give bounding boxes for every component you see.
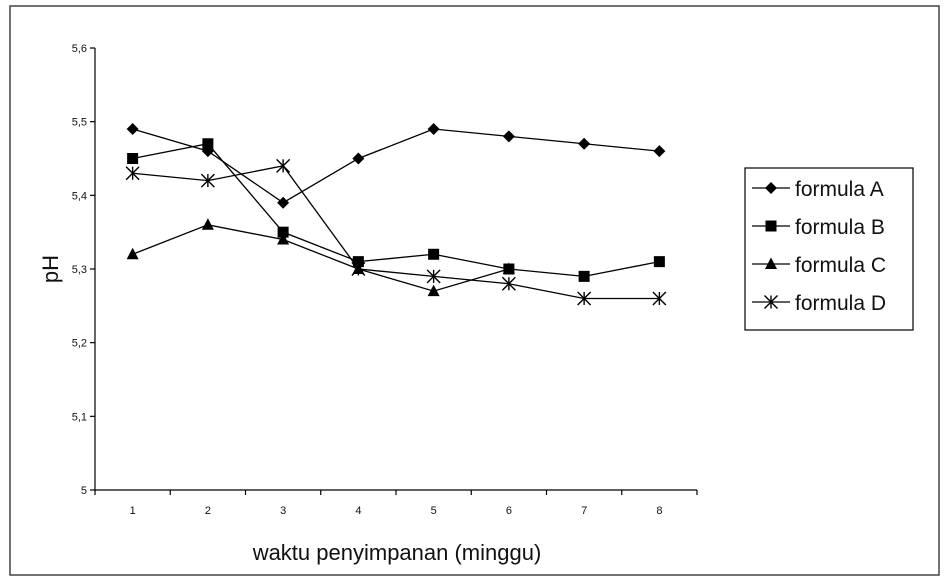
- series-line-formula-b: [132, 143, 660, 278]
- x-tick-label: 6: [506, 505, 512, 517]
- data-point-formula-d: [577, 291, 592, 306]
- data-point-formula-a: [427, 123, 440, 136]
- y-tick-label: 5,1: [72, 411, 87, 423]
- x-tick-label: 7: [581, 505, 587, 517]
- series-line-formula-a: [132, 128, 660, 204]
- data-point-formula-a: [126, 123, 139, 136]
- data-point-formula-a: [277, 196, 290, 209]
- y-ticks: 5 5,1 5,2 5,3 5,4 5,5 5,6: [72, 43, 95, 497]
- data-point-formula-c: [277, 233, 290, 245]
- data-point-formula-b: [127, 153, 139, 164]
- series-line-formula-d: [132, 165, 660, 300]
- legend-marker-formula-d: [764, 295, 778, 309]
- data-point-formula-d: [276, 158, 291, 173]
- data-point-formula-b: [277, 226, 289, 238]
- x-tick-label: 5: [431, 505, 437, 517]
- x-tick-label: 3: [280, 505, 286, 517]
- data-point-formula-b: [202, 138, 214, 150]
- x-tick-label: 2: [205, 505, 211, 517]
- data-point-formula-c: [126, 247, 139, 260]
- data-point-formula-c: [502, 262, 515, 274]
- x-tick-label: 8: [656, 505, 662, 517]
- y-tick-label: 5,3: [72, 264, 87, 276]
- y-tick-label: 5: [81, 485, 87, 497]
- y-tick-label: 5,4: [72, 190, 87, 202]
- data-point-formula-d: [652, 291, 667, 306]
- data-point-formula-d: [200, 173, 215, 188]
- data-point-formula-a: [502, 130, 515, 143]
- data-point-formula-d: [501, 276, 516, 291]
- data-point-formula-d: [351, 262, 366, 276]
- y-tick-label: 5,5: [72, 117, 87, 129]
- series-lines: [132, 128, 660, 300]
- data-point-formula-b: [428, 248, 440, 260]
- y-tick-label: 5,6: [72, 43, 87, 55]
- data-point-formula-a: [352, 152, 365, 165]
- data-point-formula-b: [653, 256, 665, 268]
- data-point-formula-a: [653, 145, 666, 158]
- data-point-formula-b: [578, 270, 590, 282]
- y-tick-label: 5,2: [72, 338, 87, 350]
- data-point-formula-d: [125, 166, 140, 181]
- data-point-formula-c: [427, 284, 440, 297]
- x-axis-title: waktu penyimpanan (minggu): [252, 540, 542, 565]
- legend-marker-formula-b: [765, 220, 777, 232]
- data-point-formula-d: [426, 269, 441, 284]
- data-point-formula-a: [578, 137, 591, 150]
- legend-label-formula-d: formula D: [795, 292, 886, 315]
- legend-label-formula-c: formula C: [795, 254, 886, 277]
- series-line-formula-c: [132, 224, 510, 292]
- y-axis-title: pH: [38, 255, 63, 283]
- legend-marker-formula-c: [765, 257, 777, 269]
- data-point-formula-c: [201, 218, 214, 230]
- x-ticks: 1 2 3 4 5 6 7 8: [94, 490, 698, 517]
- legend-label-formula-a: formula A: [795, 178, 884, 201]
- legend-label-formula-b: formula B: [795, 216, 885, 239]
- x-tick-label: 4: [355, 505, 361, 517]
- series-markers: [125, 123, 667, 306]
- data-point-formula-b: [352, 256, 364, 268]
- x-tick-label: 1: [130, 505, 136, 517]
- legend-box: [744, 167, 914, 331]
- legend: formula A formula B formula C formula D: [744, 167, 914, 331]
- legend-marker-formula-a: [765, 182, 777, 194]
